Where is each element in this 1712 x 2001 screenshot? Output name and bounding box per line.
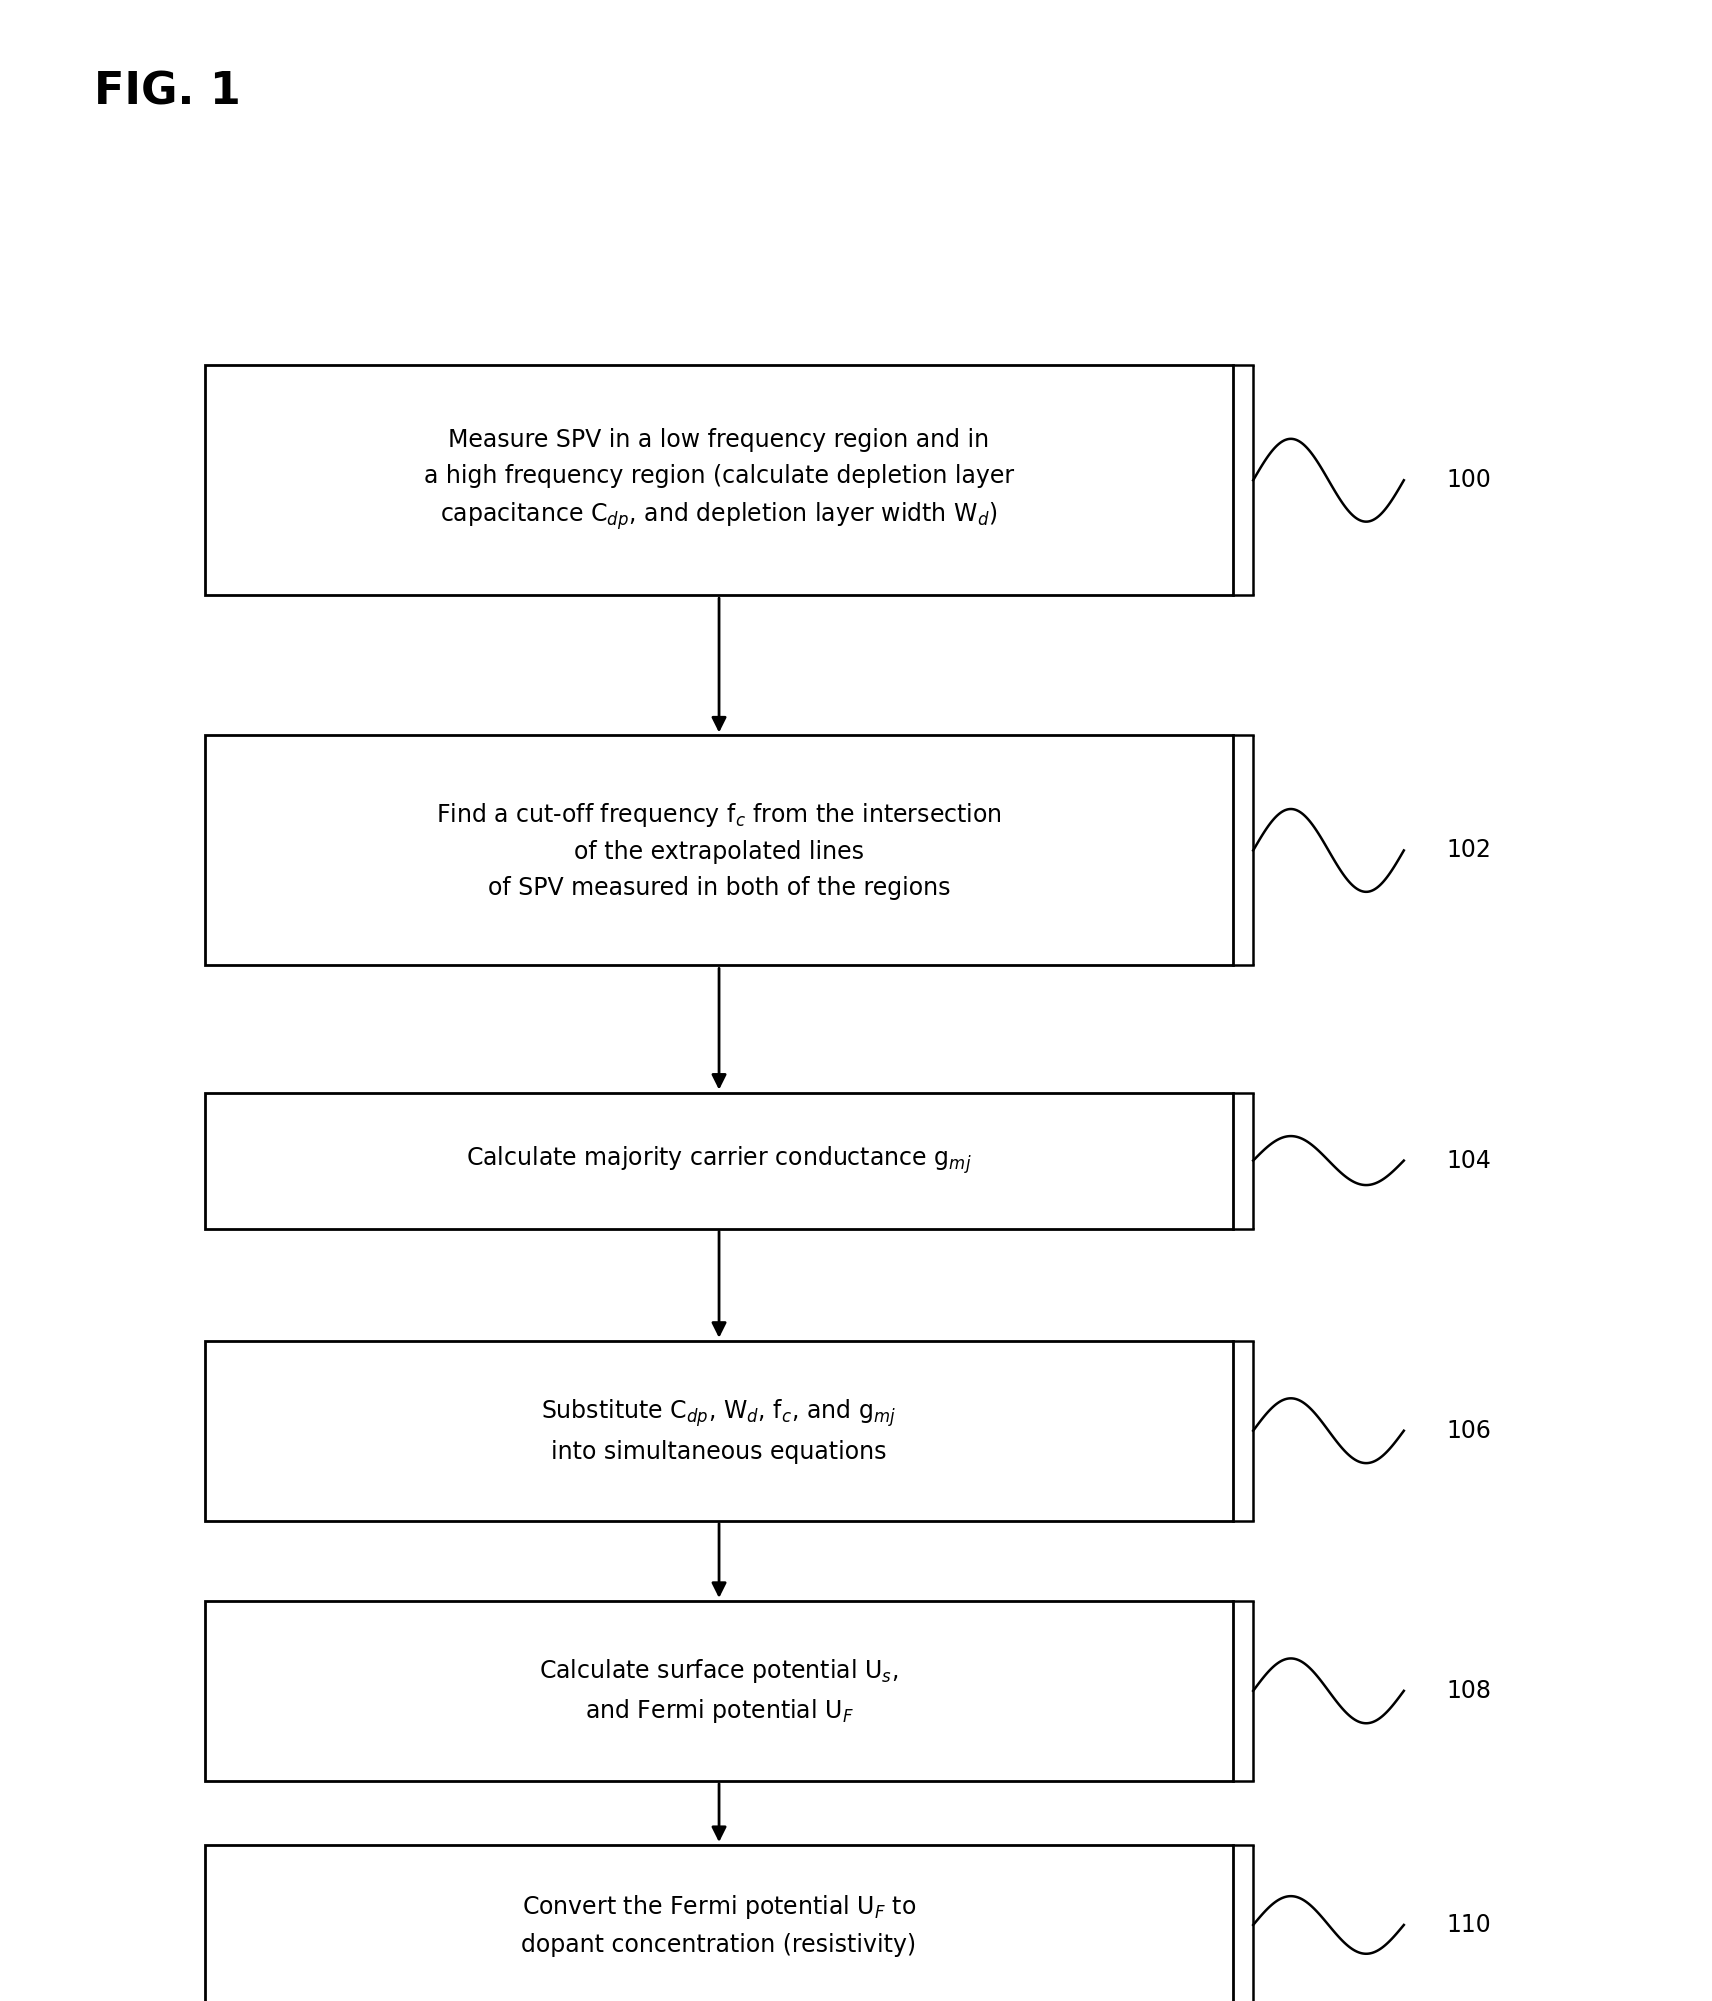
Text: Find a cut-off frequency f$_c$ from the intersection
of the extrapolated lines
o: Find a cut-off frequency f$_c$ from the … (437, 800, 1002, 900)
Text: 102: 102 (1447, 838, 1491, 862)
Bar (205, 1845, 1233, 2001)
Bar (205, 1601, 1233, 1781)
Text: 108: 108 (1447, 1679, 1491, 1703)
Bar (205, 1341, 1233, 1521)
Text: 100: 100 (1447, 468, 1491, 492)
Text: FIG. 1: FIG. 1 (94, 70, 241, 112)
Bar (205, 736, 1233, 966)
Bar (205, 1093, 1233, 1229)
Text: Calculate majority carrier conductance g$_{mj}$: Calculate majority carrier conductance g… (466, 1145, 972, 1177)
Text: Calculate surface potential U$_s$,
and Fermi potential U$_F$: Calculate surface potential U$_s$, and F… (539, 1657, 899, 1725)
Text: 104: 104 (1447, 1149, 1491, 1173)
Text: Measure SPV in a low frequency region and in
a high frequency region (calculate : Measure SPV in a low frequency region an… (425, 428, 1014, 532)
Text: Convert the Fermi potential U$_F$ to
dopant concentration (resistivity): Convert the Fermi potential U$_F$ to dop… (522, 1893, 916, 1957)
Text: Substitute C$_{dp}$, W$_d$, f$_c$, and g$_{mj}$
into simultaneous equations: Substitute C$_{dp}$, W$_d$, f$_c$, and g… (541, 1397, 897, 1465)
Bar (205, 364, 1233, 596)
Text: 106: 106 (1447, 1419, 1491, 1443)
Text: 110: 110 (1447, 1913, 1491, 1937)
